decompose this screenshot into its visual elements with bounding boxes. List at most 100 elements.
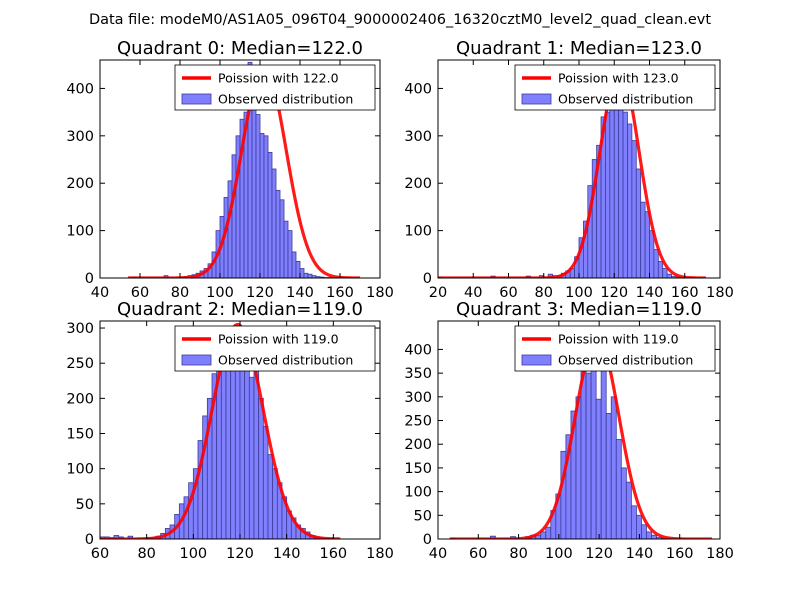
histogram-bar	[627, 123, 633, 278]
y-tick-label: 0	[423, 532, 432, 548]
y-tick-label: 300	[404, 390, 432, 406]
histogram-bar	[227, 180, 233, 278]
x-tick-label: 160	[671, 285, 699, 301]
legend-hist-label: Observed distribution	[558, 353, 693, 368]
y-tick-label: 0	[423, 271, 432, 287]
x-tick-label: 80	[171, 285, 189, 301]
y-tick-label: 400	[404, 342, 432, 358]
histogram-bar	[585, 372, 592, 539]
y-tick-label: 100	[66, 462, 94, 478]
figure-suptitle: Data file: modeM0/AS1A05_096T04_90000024…	[89, 12, 711, 28]
y-tick-label: 250	[404, 414, 432, 430]
y-tick-label: 100	[66, 224, 94, 240]
histogram-bar	[605, 413, 612, 539]
legend-hist-swatch	[521, 93, 552, 105]
y-tick-label: 400	[404, 81, 432, 97]
histogram-bar	[649, 230, 655, 278]
histogram-bars	[100, 345, 334, 539]
histogram-bar	[635, 168, 642, 278]
legend-hist-label: Observed distribution	[218, 92, 353, 107]
x-tick-label: 60	[469, 546, 487, 562]
legend-hist-swatch	[181, 354, 212, 366]
x-tick-label: 100	[565, 285, 593, 301]
histogram-bar	[636, 514, 642, 539]
subplot-title: Quadrant 0: Median=122.0	[117, 38, 363, 59]
subplot-quadrant-3: Quadrant 3: Median=119.0 40 60 80 100 120 140 1…	[404, 299, 734, 562]
histogram-bar	[271, 168, 277, 278]
x-tick-label: 40	[464, 285, 482, 301]
x-tick-label: 20	[429, 285, 447, 301]
subplot-quadrant-2: Quadrant 2: Median=119.0 60 80 100 120 140 160…	[66, 299, 394, 562]
legend-hist-label: Observed distribution	[218, 353, 353, 368]
x-tick-label: 120	[600, 285, 628, 301]
histogram-bar	[615, 439, 622, 539]
histogram-bar	[255, 114, 261, 278]
x-tick-label: 180	[366, 285, 394, 301]
y-tick-label: 200	[66, 176, 94, 192]
histogram-bar	[600, 363, 607, 539]
legend-model-label: Poission with 123.0	[558, 71, 679, 86]
histogram-bar	[609, 97, 615, 278]
histogram-bar	[239, 352, 246, 539]
legend-hist-label: Observed distribution	[558, 92, 693, 107]
y-tick-label: 50	[414, 508, 432, 524]
histogram-bar	[248, 376, 255, 539]
axes-frame	[99, 59, 381, 279]
x-tick-label: 140	[636, 285, 664, 301]
histogram-bar	[307, 273, 313, 278]
poisson-model-line	[450, 335, 712, 539]
y-tick-label: 250	[66, 356, 94, 372]
histogram-bar	[662, 268, 668, 278]
subplot-title: Quadrant 3: Median=119.0	[456, 299, 702, 320]
histogram-bar	[234, 345, 241, 539]
y-tick-label: 300	[404, 129, 432, 145]
histogram-bar	[291, 251, 297, 278]
legend: Poission with 123.0 Observed distribution	[514, 64, 716, 111]
legend-hist-swatch	[521, 354, 552, 366]
legend: Poission with 119.0 Observed distribution	[514, 325, 716, 372]
histogram-bar	[653, 249, 659, 278]
y-tick-label: 0	[85, 532, 94, 548]
histogram-bar	[303, 272, 309, 278]
histogram-bar	[287, 230, 293, 278]
histogram-bar	[251, 109, 257, 278]
legend-model-label: Poission with 122.0	[218, 71, 339, 86]
histogram-bar	[244, 348, 250, 539]
subplot-quadrant-1: Quadrant 1: Median=123.0 20 40 60 80 100 120 14…	[404, 38, 734, 301]
y-tick-label: 0	[85, 271, 94, 287]
histogram-bar	[259, 133, 265, 278]
y-tick-label: 150	[404, 461, 432, 477]
x-tick-label: 120	[246, 285, 274, 301]
x-tick-label: 160	[319, 546, 347, 562]
x-tick-label: 140	[273, 546, 301, 562]
histogram-bar	[641, 524, 647, 539]
y-tick-label: 150	[66, 427, 94, 443]
histogram-bar	[651, 534, 657, 539]
y-tick-label: 300	[66, 321, 94, 337]
histogram-bar	[575, 396, 582, 539]
x-tick-label: 60	[131, 285, 149, 301]
x-tick-label: 40	[429, 546, 447, 562]
histogram-bar	[622, 111, 628, 278]
y-tick-label: 400	[66, 81, 94, 97]
y-tick-label: 300	[66, 129, 94, 145]
x-tick-label: 120	[226, 546, 254, 562]
y-tick-label: 100	[404, 485, 432, 501]
x-tick-label: 100	[179, 546, 207, 562]
histogram-bar	[299, 268, 305, 278]
histogram-bar	[275, 189, 281, 278]
histogram-bar	[220, 352, 227, 539]
histogram-bar	[631, 140, 637, 278]
histogram-bar	[620, 467, 627, 539]
x-tick-label: 60	[91, 546, 109, 562]
histogram-bar	[263, 135, 269, 278]
histogram-bar	[630, 505, 637, 539]
x-tick-label: 160	[666, 546, 694, 562]
histogram-bar	[283, 220, 289, 278]
x-tick-label: 60	[499, 285, 517, 301]
x-tick-label: 180	[706, 546, 734, 562]
x-tick-label: 100	[206, 285, 234, 301]
subplot-title: Quadrant 1: Median=123.0	[456, 38, 702, 59]
histogram-bar	[267, 152, 273, 278]
